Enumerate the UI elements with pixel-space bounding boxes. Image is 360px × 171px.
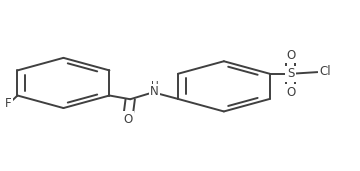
- Text: O: O: [286, 86, 295, 99]
- Text: O: O: [124, 113, 133, 126]
- Text: N: N: [150, 85, 159, 98]
- Text: S: S: [287, 67, 294, 80]
- Text: O: O: [286, 49, 295, 62]
- Text: Cl: Cl: [320, 65, 331, 78]
- Text: H: H: [151, 81, 158, 91]
- Text: F: F: [5, 97, 12, 110]
